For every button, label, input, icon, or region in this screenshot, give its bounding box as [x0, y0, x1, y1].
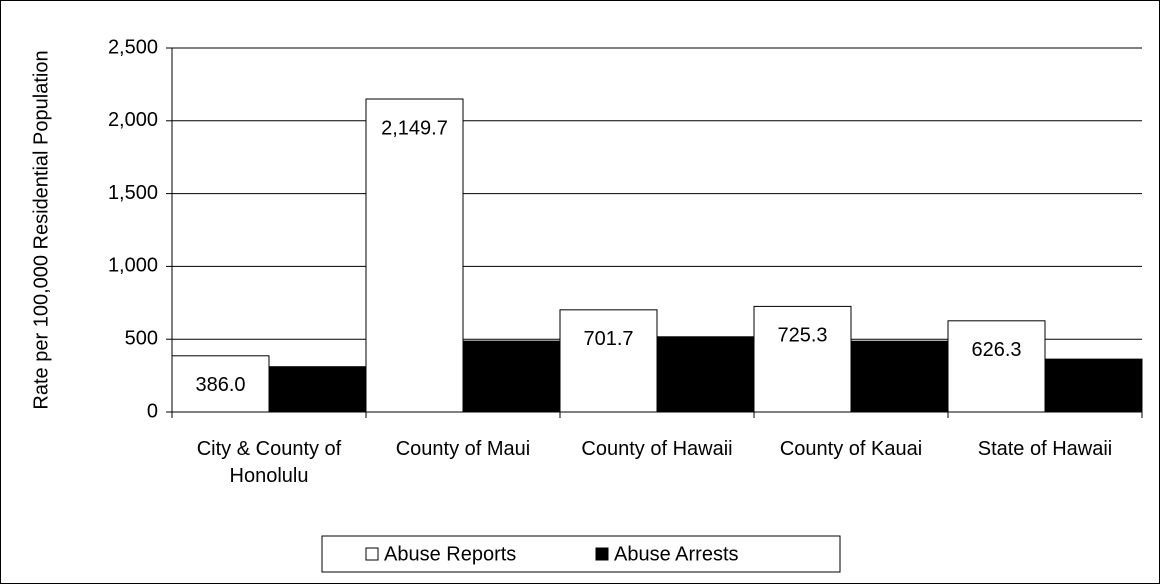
- bar: [753, 305, 852, 413]
- data-label: 626.3: [971, 339, 1021, 361]
- x-tick-label: County of Kauai: [779, 438, 923, 460]
- bar: [559, 309, 658, 413]
- y-tick-label: 0: [147, 400, 158, 422]
- x-tick-label: County of Maui: [395, 438, 531, 460]
- x-tick-label: State of Hawaii: [977, 438, 1113, 460]
- y-tick-label: 2,000: [108, 109, 158, 131]
- data-label: 487.1: [486, 359, 536, 381]
- data-label: 2,149.7: [381, 117, 448, 139]
- bar: [462, 340, 561, 413]
- legend-swatch: [595, 547, 609, 561]
- bar: [1044, 358, 1143, 413]
- data-label: 311.1: [293, 378, 342, 400]
- y-tick-label: 500: [125, 327, 158, 349]
- y-tick-label: 1,000: [108, 255, 158, 277]
- legend-box: [321, 535, 841, 573]
- data-label: 363.2: [1068, 377, 1118, 399]
- bar: [947, 320, 1046, 413]
- data-label: 386.0: [195, 374, 245, 396]
- data-label: 486.3: [874, 359, 924, 381]
- legend-label: Abuse Arrests: [614, 543, 739, 565]
- x-tick-label: City & County of Honolulu: [196, 438, 342, 487]
- bar: [656, 336, 755, 413]
- bar: [365, 98, 464, 413]
- data-label: 725.3: [777, 325, 827, 347]
- y-tick-label: 2,500: [108, 36, 158, 58]
- y-axis-label: Rate per 100,000 Residential Population: [30, 50, 52, 409]
- legend-swatch: [365, 547, 379, 561]
- legend-label: Abuse Reports: [384, 543, 516, 565]
- data-label: 701.7: [583, 328, 633, 350]
- data-label: 516.6: [680, 355, 730, 377]
- x-tick-label: County of Hawaii: [581, 438, 733, 460]
- y-tick-label: 1,500: [108, 182, 158, 204]
